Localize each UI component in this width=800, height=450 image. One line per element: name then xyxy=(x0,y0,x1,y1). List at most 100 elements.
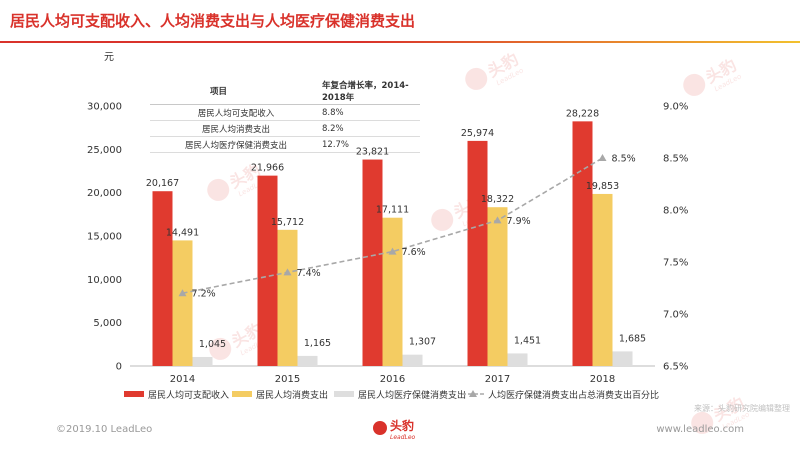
income-data-label: 21,966 xyxy=(251,163,284,174)
income-data-label: 20,167 xyxy=(146,178,179,189)
growth-table-header-row: 项目 年复合增长率，2014-2018年 xyxy=(150,78,420,105)
watermark-logo-icon xyxy=(431,208,454,231)
y-right-tick-label: 7.0% xyxy=(663,310,688,321)
ratio-point xyxy=(283,268,292,276)
table-row: 居民人均消费支出 8.2% xyxy=(150,120,420,137)
ratio-data-label: 7.6% xyxy=(402,247,426,258)
y-right-tick-label: 8.5% xyxy=(663,154,688,165)
growth-table-header-item: 项目 xyxy=(150,78,322,105)
ratio-point xyxy=(493,216,502,224)
y-left-tick-label: 15,000 xyxy=(87,232,122,243)
ratio-data-label: 7.9% xyxy=(507,216,531,227)
logo-mark-icon xyxy=(373,421,387,435)
legend-label: 居民人均可支配收入 xyxy=(148,389,229,401)
y-right-tick-label: 7.5% xyxy=(663,258,688,269)
consumption-data-label: 15,712 xyxy=(271,217,304,228)
x-tick-label: 2015 xyxy=(275,374,300,385)
medical-data-label: 1,307 xyxy=(409,337,436,348)
y-axis-unit-label: 元 xyxy=(104,52,114,63)
income-data-label: 23,821 xyxy=(356,147,389,158)
y-left-tick-label: 10,000 xyxy=(87,275,122,286)
x-tick-label: 2018 xyxy=(590,374,615,385)
medical-bar xyxy=(192,356,213,366)
medical-bar xyxy=(612,351,633,366)
watermark-logo-icon xyxy=(207,178,230,201)
y-left-tick-label: 25,000 xyxy=(87,145,122,156)
growth-table-item: 居民人均消费支出 xyxy=(150,120,322,137)
y-right-tick-label: 8.0% xyxy=(663,206,688,217)
income-bar xyxy=(572,121,593,366)
ratio-data-label: 7.4% xyxy=(297,268,321,279)
legend-swatch xyxy=(124,391,144,397)
logo-subtext: LeadLeo xyxy=(390,434,416,441)
watermark-logo-icon xyxy=(209,337,232,360)
medical-bar xyxy=(297,355,318,366)
income-bar xyxy=(467,140,488,366)
income-bar xyxy=(152,191,173,366)
page-title: 居民人均可支配收入、人均消费支出与人均医疗保健消费支出 xyxy=(10,12,416,30)
consumption-bar xyxy=(592,193,613,366)
legend-marker xyxy=(469,390,477,397)
income-bar xyxy=(257,175,278,366)
ratio-data-label: 8.5% xyxy=(612,154,636,165)
watermark-logo-icon xyxy=(683,73,706,96)
income-data-label: 28,228 xyxy=(566,108,599,119)
x-tick-label: 2017 xyxy=(485,374,510,385)
website-text: www.leadleo.com xyxy=(656,424,744,435)
consumption-bar xyxy=(487,207,508,366)
medical-data-label: 1,451 xyxy=(514,335,541,346)
x-tick-label: 2014 xyxy=(170,374,195,385)
income-data-label: 25,974 xyxy=(461,128,494,139)
growth-table-rate: 8.2% xyxy=(322,120,420,137)
consumption-data-label: 17,111 xyxy=(376,205,409,216)
medical-bar xyxy=(402,354,423,366)
ratio-point xyxy=(178,289,187,297)
legend-label: 居民人均医疗保健消费支出 xyxy=(358,389,466,401)
consumption-bar xyxy=(382,217,403,366)
consumption-data-label: 14,491 xyxy=(166,227,199,238)
medical-data-label: 1,685 xyxy=(619,333,646,344)
y-left-tick-label: 30,000 xyxy=(87,102,122,113)
consumption-data-label: 18,322 xyxy=(481,194,514,205)
y-right-tick-label: 9.0% xyxy=(663,102,688,113)
ratio-point xyxy=(598,154,607,161)
table-row: 居民人均可支配收入 8.8% xyxy=(150,104,420,121)
copyright-text: ©2019.10 LeadLeo xyxy=(56,424,153,435)
table-row: 居民人均医疗保健消费支出 12.7% xyxy=(150,136,420,153)
legend-swatch xyxy=(334,391,354,397)
growth-table-rate: 12.7% xyxy=(322,136,420,153)
y-right-tick-label: 6.5% xyxy=(663,362,688,373)
leadleo-logo: 头豹 LeadLeo xyxy=(373,418,416,441)
income-bar xyxy=(362,159,383,366)
source-note: 来源：头豹研究院编辑整理 xyxy=(694,404,790,413)
consumption-bar xyxy=(277,229,298,366)
legend-label: 居民人均消费支出 xyxy=(256,389,328,401)
y-left-tick-label: 5,000 xyxy=(93,318,122,329)
ratio-point xyxy=(388,247,397,255)
consumption-data-label: 19,853 xyxy=(586,181,619,192)
ratio-line xyxy=(182,157,603,294)
medical-bar xyxy=(507,353,528,366)
logo-text: 头豹 xyxy=(390,418,414,433)
legend-label: 人均医疗保健消费支出占总消费支出百分比 xyxy=(488,389,659,401)
title-divider xyxy=(0,41,800,43)
growth-table-item: 居民人均可支配收入 xyxy=(150,104,322,121)
growth-table-rate: 8.8% xyxy=(322,104,420,121)
growth-rate-table: 项目 年复合增长率，2014-2018年 居民人均可支配收入 8.8% 居民人均… xyxy=(150,78,420,153)
y-left-tick-label: 0 xyxy=(116,362,122,373)
watermark-logo-icon xyxy=(465,67,488,90)
legend-swatch xyxy=(232,391,252,397)
x-tick-label: 2016 xyxy=(380,374,405,385)
ratio-data-label: 7.2% xyxy=(192,289,216,300)
growth-table-item: 居民人均医疗保健消费支出 xyxy=(150,136,322,153)
y-left-tick-label: 20,000 xyxy=(87,188,122,199)
watermark-logo-icon xyxy=(691,411,714,434)
growth-table-header-rate: 年复合增长率，2014-2018年 xyxy=(322,78,420,105)
consumption-bar xyxy=(172,240,193,366)
medical-data-label: 1,045 xyxy=(199,339,226,350)
medical-data-label: 1,165 xyxy=(304,338,331,349)
